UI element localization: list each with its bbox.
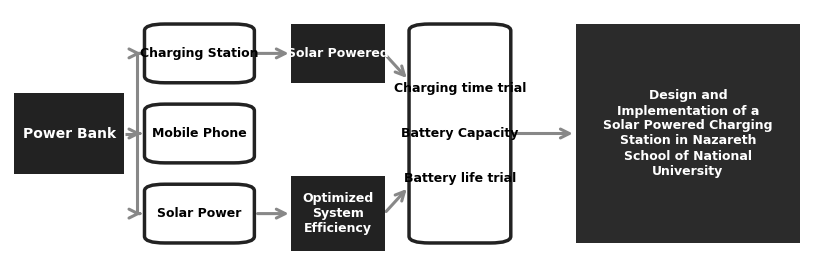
Text: Power Bank: Power Bank bbox=[23, 127, 116, 140]
Text: Design and
Implementation of a
Solar Powered Charging
Station in Nazareth
School: Design and Implementation of a Solar Pow… bbox=[603, 89, 772, 178]
FancyBboxPatch shape bbox=[291, 176, 384, 251]
FancyBboxPatch shape bbox=[145, 104, 254, 163]
Text: Optimized
System
Efficiency: Optimized System Efficiency bbox=[302, 192, 374, 235]
Text: Charging time trial


Battery Capacity


Battery life trial: Charging time trial Battery Capacity Bat… bbox=[394, 82, 526, 185]
FancyBboxPatch shape bbox=[291, 24, 384, 83]
Text: Solar Powered: Solar Powered bbox=[287, 47, 389, 60]
FancyBboxPatch shape bbox=[15, 93, 125, 174]
Text: Charging Station: Charging Station bbox=[140, 47, 259, 60]
FancyBboxPatch shape bbox=[575, 24, 799, 243]
Text: Solar Power: Solar Power bbox=[157, 207, 242, 220]
FancyBboxPatch shape bbox=[409, 24, 511, 243]
FancyBboxPatch shape bbox=[145, 24, 254, 83]
Text: Mobile Phone: Mobile Phone bbox=[152, 127, 247, 140]
FancyBboxPatch shape bbox=[145, 184, 254, 243]
